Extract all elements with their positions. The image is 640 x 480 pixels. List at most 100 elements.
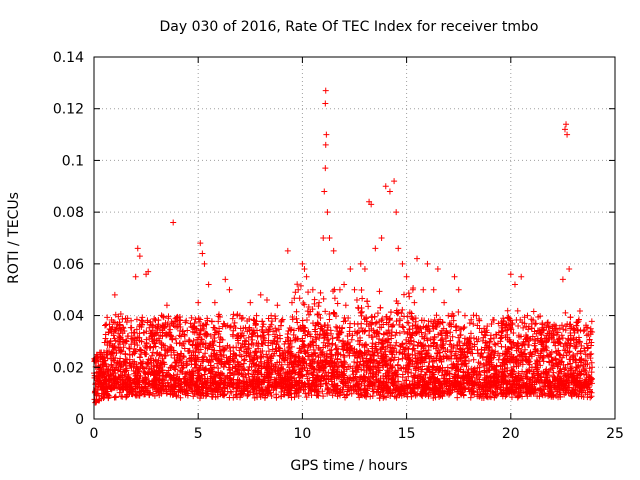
data-point <box>426 354 433 361</box>
data-point <box>391 354 398 361</box>
data-point <box>126 345 133 352</box>
data-point <box>528 386 535 393</box>
data-point <box>111 357 118 364</box>
data-point <box>443 355 450 362</box>
data-point <box>281 357 288 364</box>
data-point <box>438 337 445 344</box>
data-point <box>539 320 546 327</box>
data-point <box>177 324 184 331</box>
data-point <box>288 385 295 392</box>
data-point <box>365 348 372 355</box>
data-point <box>194 391 201 398</box>
data-point <box>177 333 184 340</box>
data-point <box>427 336 434 343</box>
data-point <box>108 355 115 362</box>
data-point <box>568 367 575 374</box>
data-point <box>153 388 160 395</box>
data-point <box>515 332 522 339</box>
data-point <box>329 364 336 371</box>
data-point <box>232 368 239 375</box>
data-point <box>203 356 210 363</box>
data-point <box>320 344 327 351</box>
data-point <box>505 314 512 321</box>
data-point <box>495 356 502 363</box>
data-point <box>548 354 555 361</box>
data-point <box>498 372 505 379</box>
data-point <box>498 343 505 350</box>
data-point <box>249 336 256 343</box>
data-point <box>218 359 225 366</box>
data-point-peak <box>414 255 421 262</box>
data-point <box>143 344 150 351</box>
data-point <box>582 357 589 364</box>
data-point <box>466 335 473 342</box>
data-point <box>507 324 514 331</box>
data-point <box>318 363 325 370</box>
data-point <box>564 344 571 351</box>
data-point <box>234 337 241 344</box>
data-point <box>487 351 494 358</box>
data-point <box>369 334 376 341</box>
data-point <box>111 394 118 401</box>
data-point <box>443 371 450 378</box>
data-point <box>120 366 127 373</box>
data-point <box>182 379 189 386</box>
data-point-peak <box>372 245 379 252</box>
data-point <box>162 352 169 359</box>
data-point <box>355 391 362 398</box>
data-point <box>270 328 277 335</box>
data-point <box>338 325 345 332</box>
data-point <box>464 369 471 376</box>
data-point <box>311 358 318 365</box>
data-point <box>208 346 215 353</box>
data-point <box>245 367 252 374</box>
data-point <box>504 331 511 338</box>
data-point <box>286 377 293 384</box>
data-point <box>233 383 240 390</box>
data-point <box>230 344 237 351</box>
data-point <box>160 314 167 321</box>
data-point <box>154 337 161 344</box>
data-point <box>168 347 175 354</box>
data-point <box>435 331 442 338</box>
data-point <box>502 374 509 381</box>
data-point <box>490 335 497 342</box>
data-point <box>578 393 585 400</box>
data-point <box>123 365 130 372</box>
data-point <box>407 386 414 393</box>
data-point <box>448 323 455 330</box>
data-point <box>552 356 559 363</box>
data-point <box>376 318 383 325</box>
data-point <box>256 390 263 397</box>
data-point <box>349 332 356 339</box>
data-point <box>412 392 419 399</box>
data-point <box>515 322 522 329</box>
data-point <box>106 381 113 388</box>
data-point <box>95 357 102 364</box>
data-point <box>377 389 384 396</box>
data-point <box>123 319 130 326</box>
data-point <box>338 343 345 350</box>
data-point <box>148 333 155 340</box>
data-point <box>306 341 313 348</box>
data-point <box>520 324 527 331</box>
data-point <box>363 351 370 358</box>
data-point <box>291 295 298 302</box>
data-point <box>405 320 412 327</box>
data-point <box>583 332 590 339</box>
data-point <box>177 386 184 393</box>
data-point <box>548 384 555 391</box>
data-point <box>420 375 427 382</box>
data-point <box>562 309 569 316</box>
data-point <box>430 325 437 332</box>
data-point <box>133 337 140 344</box>
data-point <box>576 368 583 375</box>
data-point <box>465 369 472 376</box>
data-point <box>587 328 594 335</box>
data-point <box>334 382 341 389</box>
data-point <box>371 357 378 364</box>
data-point <box>372 343 379 350</box>
data-point <box>279 349 286 356</box>
data-point <box>493 370 500 377</box>
data-point <box>196 349 203 356</box>
